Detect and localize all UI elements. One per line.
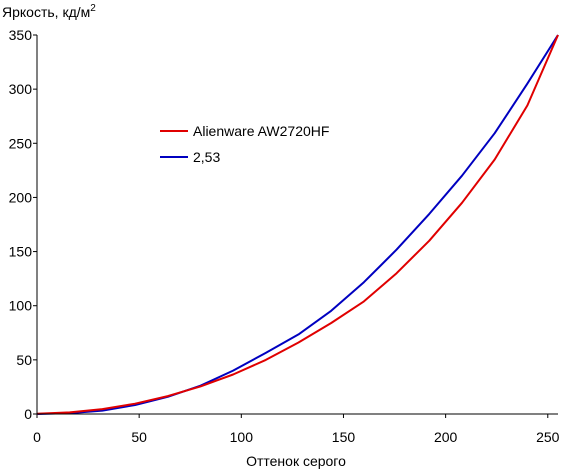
x-tick-label: 250: [536, 429, 560, 445]
x-tick-label: 50: [131, 429, 147, 445]
x-tick-label: 100: [230, 429, 254, 445]
y-axis: 0 50 100 150 200 250 300 350: [9, 27, 37, 422]
x-axis: 0 50 100 150 200 250: [33, 414, 560, 445]
x-tick-label: 0: [33, 429, 41, 445]
y-axis-title-superscript: 2: [90, 3, 96, 14]
legend: Alienware AW2720HF 2,53: [160, 123, 329, 165]
y-tick-label: 50: [16, 352, 32, 368]
y-tick-label: 150: [9, 244, 33, 260]
y-tick-label: 100: [9, 298, 33, 314]
y-tick-label: 0: [24, 406, 32, 422]
y-tick-label: 250: [9, 135, 33, 151]
plot-lines: [36, 34, 559, 415]
y-axis-title: Яркость, кд/м2: [2, 3, 96, 20]
y-tick-label: 350: [9, 27, 33, 43]
x-tick-label: 200: [434, 429, 458, 445]
legend-label: 2,53: [193, 149, 220, 165]
y-tick-label: 300: [9, 81, 33, 97]
x-tick-label: 150: [332, 429, 356, 445]
series-line-0: [36, 34, 559, 415]
y-axis-title-main: Яркость, кд/м: [2, 4, 90, 20]
y-tick-label: 200: [9, 189, 33, 205]
series-line-1: [36, 34, 559, 415]
legend-label: Alienware AW2720HF: [193, 123, 329, 139]
x-axis-title: Оттенок серого: [246, 453, 346, 469]
